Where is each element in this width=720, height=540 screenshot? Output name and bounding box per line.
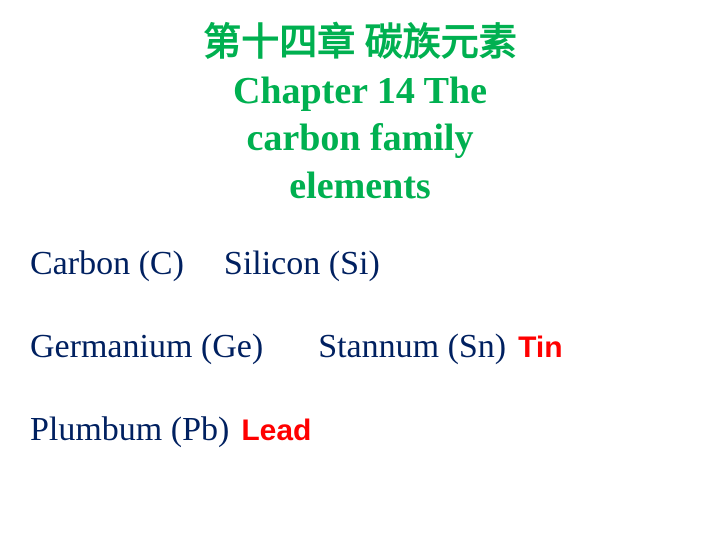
title-english-line3: elements — [0, 163, 720, 211]
element-germanium: Germanium (Ge) — [30, 328, 263, 366]
element-stannum: Stannum (Sn) — [318, 328, 506, 366]
element-row-3: Plumbum (Pb) Lead — [30, 411, 720, 449]
note-lead: Lead — [241, 414, 311, 448]
element-silicon: Silicon (Si) — [224, 245, 380, 283]
title-chinese: 第十四章 碳族元素 — [0, 20, 720, 68]
title-english-line2: carbon family — [0, 115, 720, 163]
element-carbon: Carbon (C) — [30, 245, 184, 283]
title-english-line1: Chapter 14 The — [0, 68, 720, 116]
element-row-1: Carbon (C) Silicon (Si) — [30, 245, 720, 283]
title-block: 第十四章 碳族元素 Chapter 14 The carbon family e… — [0, 0, 720, 210]
element-plumbum: Plumbum (Pb) — [30, 411, 229, 449]
content-block: Carbon (C) Silicon (Si) Germanium (Ge) S… — [0, 210, 720, 449]
element-row-2: Germanium (Ge) Stannum (Sn) Tin — [30, 328, 720, 366]
note-tin: Tin — [518, 331, 562, 365]
